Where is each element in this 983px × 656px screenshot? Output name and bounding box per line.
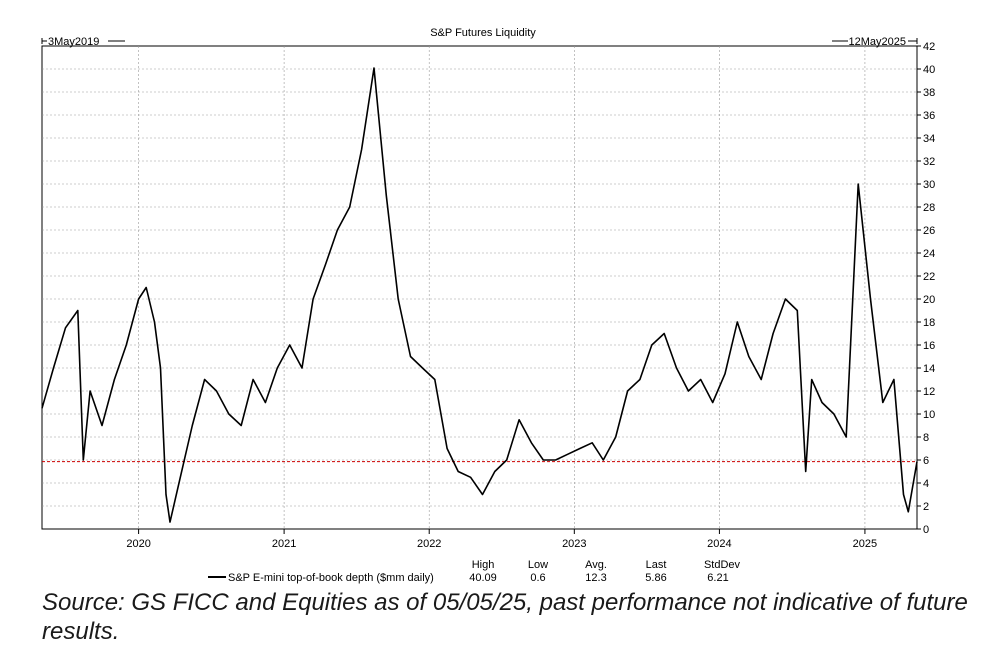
legend-series-label: S&P E-mini top-of-book depth ($mm daily) [228, 572, 434, 584]
x-axis: 2020 2021 2022 2023 2024 2025 [126, 529, 877, 550]
y-tick-label: 34 [923, 133, 935, 145]
y-tick-label: 8 [923, 432, 929, 444]
y-tick-label: 20 [923, 294, 935, 306]
y-tick-label: 12 [923, 386, 935, 398]
stat-value-low: 0.6 [530, 572, 545, 584]
y-tick-label: 42 [923, 41, 935, 53]
y-tick-label: 30 [923, 179, 935, 191]
stat-header-last: Last [646, 559, 667, 571]
series-line [41, 67, 918, 523]
x-tick-label: 2023 [562, 538, 586, 550]
x-tick-label: 2021 [272, 538, 296, 550]
liquidity-chart: 024681012141618202224262830323436384042 … [41, 27, 935, 584]
y-tick-label: 16 [923, 340, 935, 352]
y-tick-label: 24 [923, 248, 935, 260]
y-tick-label: 38 [923, 87, 935, 99]
y-tick-label: 36 [923, 110, 935, 122]
y-tick-label: 18 [923, 317, 935, 329]
source-note: Source: GS FICC and Equities as of 05/05… [42, 589, 968, 645]
plot-area [41, 45, 918, 530]
y-tick-label: 2 [923, 501, 929, 513]
start-date-label: 3May2019 [48, 36, 99, 48]
stat-value-last: 5.86 [645, 572, 666, 584]
y-tick-label: 32 [923, 156, 935, 168]
y-tick-label: 14 [923, 363, 935, 375]
stat-header-avg: Avg. [585, 559, 607, 571]
stat-header-low: Low [528, 559, 548, 571]
stat-value-stddev: 6.21 [707, 572, 728, 584]
end-date-label: 12May2025 [849, 36, 907, 48]
y-tick-label: 6 [923, 455, 929, 467]
stat-value-high: 40.09 [469, 572, 497, 584]
chart-title: S&P Futures Liquidity [430, 27, 536, 39]
y-tick-label: 26 [923, 225, 935, 237]
stat-value-avg: 12.3 [585, 572, 606, 584]
x-tick-label: 2024 [707, 538, 731, 550]
x-tick-label: 2020 [126, 538, 150, 550]
stat-header-high: High [472, 559, 495, 571]
x-tick-label: 2025 [853, 538, 877, 550]
legend: High Low Avg. Last StdDev S&P E-mini top… [208, 559, 741, 584]
y-tick-label: 22 [923, 271, 935, 283]
y-tick-label: 4 [923, 478, 929, 490]
stat-header-stddev: StdDev [704, 559, 741, 571]
y-tick-label: 40 [923, 64, 935, 76]
x-tick-label: 2022 [417, 538, 441, 550]
y-tick-label: 10 [923, 409, 935, 421]
gridlines [42, 46, 917, 529]
y-tick-label: 0 [923, 524, 929, 536]
y-tick-label: 28 [923, 202, 935, 214]
